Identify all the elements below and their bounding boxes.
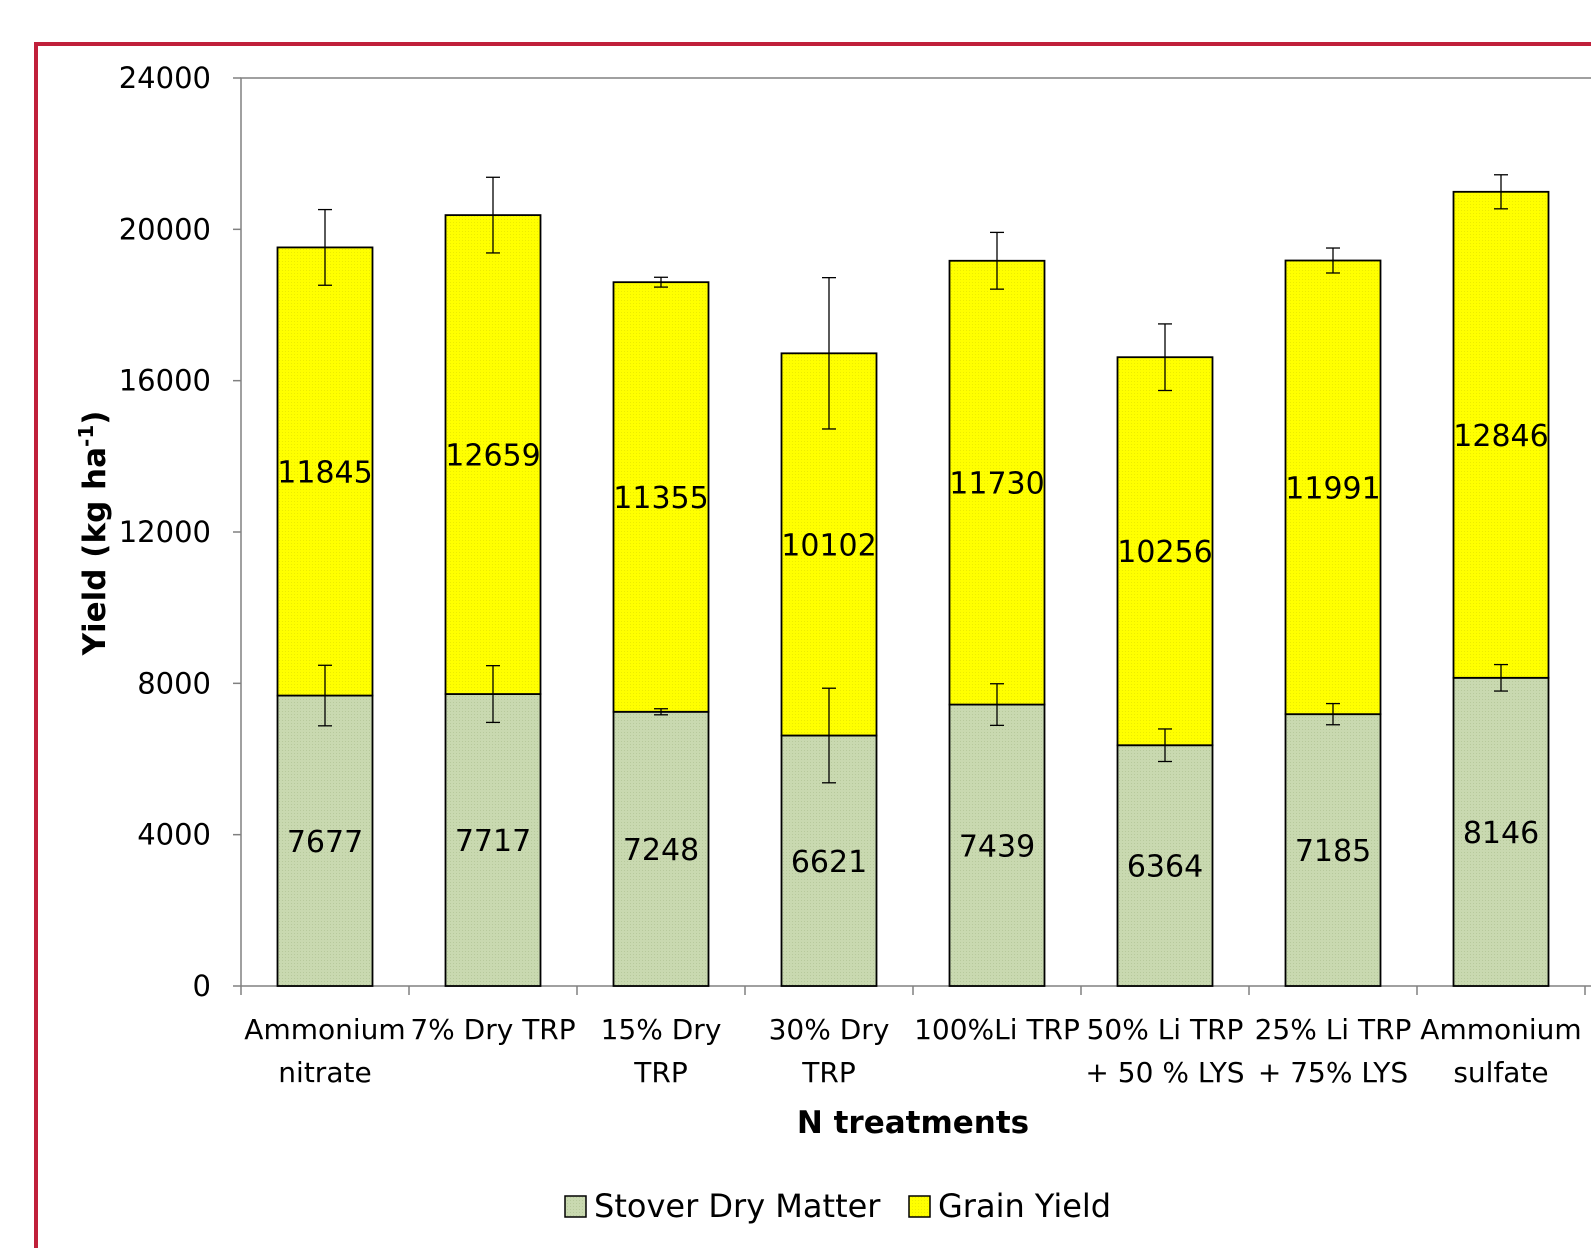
x-tick-label: 50% Li TRP <box>1087 1013 1244 1046</box>
error-bars <box>318 174 1508 784</box>
x-tick-label: Ammonium <box>1420 1013 1581 1046</box>
bar-stover <box>612 710 710 987</box>
x-axis: Ammonium nitrate 7% Dry TRP 15% Dry TRP 30% D… <box>240 985 1591 1089</box>
bar-grain <box>1452 190 1550 679</box>
bar-grain <box>612 281 710 713</box>
data-label-grain: 10102 <box>781 528 876 563</box>
data-labels: 7677 11845 7717 12659 7248 11355 6621 10102 7439… <box>277 419 1548 885</box>
x-tick-label: + 75% LYS <box>1258 1056 1408 1089</box>
bar-grain <box>1284 259 1382 716</box>
data-label-stover: 7248 <box>623 833 699 868</box>
legend-swatch-stover <box>564 1195 587 1218</box>
y-tick-label: 16000 <box>119 364 211 398</box>
legend-label-grain: Grain Yield <box>938 1187 1111 1225</box>
y-tick-label: 0 <box>193 969 211 1003</box>
y-tick-label: 8000 <box>137 666 211 700</box>
y-axis: 0 4000 8000 12000 16000 20000 24000 <box>119 61 241 1003</box>
x-tick-label: 100%Li TRP <box>914 1013 1080 1046</box>
data-label-grain: 10256 <box>1117 535 1212 570</box>
legend-swatch-grain <box>908 1195 931 1218</box>
x-tick-label: sulfate <box>1453 1056 1548 1089</box>
bar-stover <box>948 703 1046 987</box>
data-label-grain: 11845 <box>277 455 372 490</box>
bar-stover <box>1452 676 1550 987</box>
data-label-stover: 6621 <box>791 845 867 880</box>
figure-frame <box>34 42 1591 1248</box>
data-label-grain: 11991 <box>1285 471 1380 506</box>
x-tick-label: 7% Dry TRP <box>410 1013 575 1046</box>
data-label-grain: 11355 <box>613 481 708 516</box>
x-tick-label: 15% Dry <box>601 1013 722 1046</box>
data-label-stover: 7439 <box>959 829 1035 864</box>
bar-grain <box>948 259 1046 706</box>
y-tick-label: 4000 <box>137 818 211 852</box>
data-label-stover: 7717 <box>455 824 531 859</box>
data-label-grain: 12659 <box>445 439 540 474</box>
legend: Stover Dry Matter Grain Yield <box>564 1187 1111 1225</box>
y-axis-title-close: ) <box>77 411 113 425</box>
data-label-stover: 7677 <box>287 825 363 860</box>
y-axis-title-sup: -1 <box>74 425 98 447</box>
bar-stover <box>1284 713 1382 987</box>
data-label-grain: 12846 <box>1453 419 1548 454</box>
x-tick-label: nitrate <box>278 1056 371 1089</box>
legend-label-stover: Stover Dry Matter <box>594 1187 881 1225</box>
x-tick-label: TRP <box>633 1056 687 1089</box>
x-tick-label: 30% Dry <box>769 1013 890 1046</box>
bar-grain <box>1116 356 1214 747</box>
bar-stover <box>1116 744 1214 987</box>
y-tick-label: 20000 <box>119 212 211 246</box>
data-label-stover: 6364 <box>1127 850 1203 885</box>
x-tick-label: Ammonium <box>244 1013 405 1046</box>
x-tick-label: TRP <box>801 1056 855 1089</box>
data-label-stover: 7185 <box>1295 834 1371 869</box>
x-axis-title: N treatments <box>797 1105 1029 1141</box>
data-label-grain: 11730 <box>949 467 1044 502</box>
y-tick-label: 24000 <box>119 61 211 95</box>
x-tick-label: 25% Li TRP <box>1255 1013 1412 1046</box>
data-label-stover: 8146 <box>1463 816 1539 851</box>
bars <box>276 190 1550 987</box>
y-axis-title-main: Yield (kg ha <box>77 447 113 656</box>
bar-grain <box>444 214 542 695</box>
plot-area-border <box>240 77 1591 986</box>
y-tick-label: 12000 <box>119 515 211 549</box>
y-axis-title: Yield (kg ha-1) <box>74 411 113 657</box>
x-tick-label: + 50 % LYS <box>1085 1056 1244 1089</box>
